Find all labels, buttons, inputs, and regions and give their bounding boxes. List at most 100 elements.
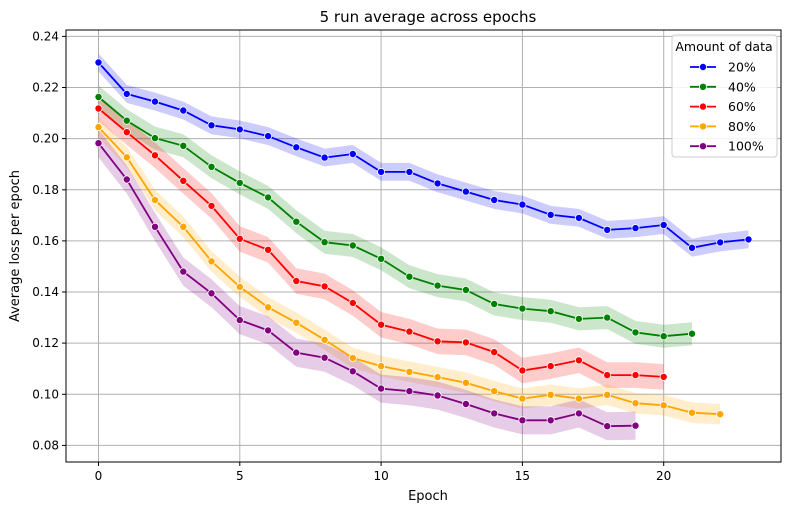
data-point bbox=[659, 372, 668, 381]
data-point bbox=[631, 328, 640, 337]
data-point bbox=[179, 176, 188, 185]
data-point bbox=[433, 373, 442, 382]
data-point bbox=[122, 175, 131, 184]
data-point bbox=[603, 371, 612, 380]
data-point bbox=[377, 384, 386, 393]
legend-label: 60% bbox=[728, 99, 756, 114]
data-point bbox=[348, 298, 357, 307]
legend: Amount of data 20% 40% 60% 80% 100% bbox=[671, 34, 778, 158]
data-point bbox=[518, 304, 527, 313]
grid bbox=[66, 30, 781, 462]
data-point bbox=[574, 314, 583, 323]
x-tick-label: 15 bbox=[515, 469, 530, 483]
data-point bbox=[320, 238, 329, 247]
data-point bbox=[688, 408, 697, 417]
data-point bbox=[574, 409, 583, 418]
legend-marker bbox=[699, 82, 708, 91]
data-point bbox=[292, 318, 301, 327]
data-point bbox=[179, 222, 188, 231]
data-point bbox=[207, 201, 216, 210]
data-point bbox=[94, 104, 103, 113]
data-point bbox=[490, 387, 499, 396]
data-point bbox=[94, 58, 103, 67]
data-point bbox=[377, 320, 386, 329]
data-point bbox=[235, 125, 244, 134]
x-tick-label: 5 bbox=[236, 469, 244, 483]
data-point bbox=[264, 303, 273, 312]
data-point bbox=[518, 200, 527, 209]
data-point bbox=[235, 282, 244, 291]
data-point bbox=[150, 134, 159, 143]
data-point bbox=[659, 332, 668, 341]
y-tick-label: 0.18 bbox=[32, 183, 59, 197]
data-point bbox=[122, 116, 131, 125]
data-point bbox=[546, 362, 555, 371]
data-point bbox=[348, 367, 357, 376]
data-point bbox=[292, 276, 301, 285]
data-point bbox=[377, 254, 386, 263]
confidence-band bbox=[98, 129, 636, 441]
x-tick-label: 10 bbox=[373, 469, 388, 483]
data-point bbox=[320, 335, 329, 344]
y-tick-label: 0.24 bbox=[32, 29, 59, 43]
plot-frame bbox=[65, 29, 782, 463]
data-point bbox=[122, 128, 131, 137]
x-axis-ticks: 0 5 10 15 20 bbox=[95, 462, 671, 483]
data-point bbox=[688, 329, 697, 338]
data-point bbox=[603, 390, 612, 399]
data-point bbox=[461, 187, 470, 196]
data-point bbox=[320, 282, 329, 291]
data-point bbox=[461, 399, 470, 408]
data-point bbox=[235, 178, 244, 187]
series-line bbox=[97, 142, 636, 428]
data-point bbox=[207, 289, 216, 298]
legend-marker bbox=[699, 102, 708, 111]
data-point bbox=[405, 367, 414, 376]
data-point bbox=[518, 394, 527, 403]
data-point bbox=[716, 410, 725, 419]
data-point bbox=[405, 167, 414, 176]
data-point bbox=[574, 356, 583, 365]
series-markers bbox=[94, 58, 753, 431]
data-point bbox=[405, 327, 414, 336]
data-point bbox=[433, 337, 442, 346]
data-point bbox=[631, 371, 640, 380]
data-point bbox=[688, 243, 697, 252]
data-point bbox=[659, 401, 668, 410]
data-point bbox=[348, 353, 357, 362]
y-tick-label: 0.12 bbox=[32, 336, 59, 350]
data-point bbox=[574, 394, 583, 403]
data-point bbox=[207, 257, 216, 266]
data-point bbox=[150, 97, 159, 106]
data-point bbox=[518, 416, 527, 425]
data-point bbox=[716, 238, 725, 247]
legend-entries: 20% 40% 60% 80% 100% bbox=[690, 60, 764, 154]
data-point bbox=[150, 195, 159, 204]
data-point bbox=[405, 272, 414, 281]
y-axis-label: Average loss per epoch bbox=[8, 170, 23, 322]
legend-label: 20% bbox=[728, 60, 756, 75]
data-point bbox=[264, 245, 273, 254]
legend-label: 80% bbox=[728, 119, 756, 134]
series-line bbox=[97, 61, 749, 249]
data-point bbox=[235, 234, 244, 243]
data-point bbox=[659, 220, 668, 229]
data-point bbox=[490, 195, 499, 204]
data-point bbox=[461, 338, 470, 347]
x-tick-label: 0 bbox=[95, 469, 103, 483]
legend-label: 40% bbox=[728, 79, 756, 94]
data-point bbox=[264, 326, 273, 335]
data-point bbox=[348, 149, 357, 158]
data-point bbox=[207, 121, 216, 130]
data-point bbox=[546, 416, 555, 425]
data-point bbox=[179, 141, 188, 150]
data-point bbox=[631, 421, 640, 430]
data-point bbox=[150, 222, 159, 231]
data-point bbox=[377, 362, 386, 371]
data-point bbox=[292, 348, 301, 357]
confidence-band bbox=[98, 85, 692, 348]
data-point bbox=[546, 390, 555, 399]
data-point bbox=[433, 391, 442, 400]
